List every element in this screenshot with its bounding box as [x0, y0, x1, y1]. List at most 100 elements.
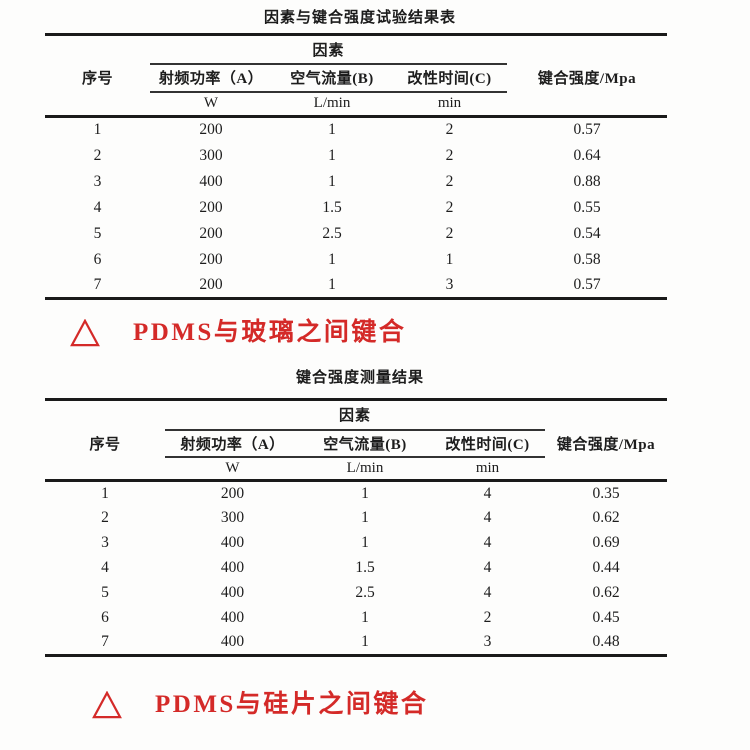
empty-cell [45, 91, 150, 118]
cell-time: 2 [445, 224, 454, 242]
factor-group-header: 因素 [150, 34, 507, 65]
triangle-outline-icon [70, 319, 100, 347]
unit-time: min [430, 456, 545, 482]
cell-serial: 6 [101, 609, 109, 626]
cell-time: 4 [483, 559, 492, 576]
unit-time: min [392, 91, 507, 118]
table-row: 2 300 1 2 0.64 [45, 143, 667, 169]
table1-header-row: 序号 射频功率（A） 空气流量(B) 改性时间(C) 键合强度/Mpa [45, 63, 667, 93]
cell-flow: 1.5 [322, 198, 342, 216]
cell-time: 3 [483, 633, 492, 651]
empty-cell [545, 456, 667, 482]
cell-time: 2 [445, 172, 454, 190]
cell-serial: 1 [101, 484, 109, 502]
cell-power: 400 [220, 534, 245, 551]
cell-time: 3 [445, 275, 454, 293]
table-row: 4 400 1.5 4 0.44 [45, 556, 667, 581]
table-row: 6 200 1 1 0.58 [45, 247, 667, 273]
cell-power: 200 [199, 275, 223, 293]
table-row: 7 400 1 3 0.48 [45, 631, 667, 656]
cell-strength: 0.48 [592, 633, 620, 651]
cell-time: 4 [483, 584, 492, 601]
cell-flow: 1 [328, 250, 336, 268]
cell-flow: 1 [361, 509, 369, 526]
cell-serial: 4 [93, 198, 102, 216]
factor-group-header: 因素 [165, 399, 545, 431]
cell-serial: 7 [93, 275, 102, 293]
cell-strength: 0.55 [573, 198, 601, 216]
cell-power: 400 [220, 559, 245, 576]
cell-serial: 5 [93, 224, 102, 242]
triangle-outline-icon [92, 691, 122, 719]
empty-cell [45, 400, 165, 430]
cell-strength: 0.64 [573, 146, 601, 164]
cell-flow: 1 [361, 609, 369, 626]
cell-serial: 5 [101, 584, 109, 601]
cell-serial: 3 [101, 534, 109, 551]
cell-strength: 0.44 [592, 559, 620, 576]
cell-power: 200 [220, 484, 245, 502]
table1-units-row: W L/min min [45, 91, 667, 118]
cell-power: 400 [220, 609, 245, 626]
table-row: 2 300 1 4 0.62 [45, 506, 667, 531]
cell-time: 2 [445, 146, 454, 164]
cell-flow: 2.5 [355, 584, 375, 601]
cell-flow: 1 [361, 484, 369, 502]
cell-power: 300 [199, 146, 223, 164]
empty-cell [545, 400, 667, 430]
cell-time: 2 [445, 121, 454, 139]
cell-flow: 1 [328, 121, 336, 139]
cell-serial: 7 [101, 633, 109, 651]
table2-header-row: 序号 射频功率（A） 空气流量(B) 改性时间(C) 键合强度/Mpa [45, 429, 667, 458]
column-header-strength: 键合强度/Mpa [556, 436, 656, 453]
empty-cell [45, 35, 150, 64]
cell-time: 1 [445, 250, 454, 268]
unit-power: W [150, 91, 272, 118]
column-header-serial: 序号 [89, 436, 121, 453]
column-header-strength: 键合强度/Mpa [537, 71, 637, 87]
cell-power: 200 [199, 198, 223, 216]
cell-power: 200 [199, 250, 223, 268]
empty-cell [45, 456, 165, 482]
column-header-time: 改性时间(C) [392, 63, 507, 93]
table-row: 3 400 1 2 0.88 [45, 169, 667, 195]
cell-time: 4 [483, 509, 492, 526]
cell-power: 400 [220, 584, 245, 601]
cell-flow: 1 [328, 172, 336, 190]
table2: 因素 序号 射频功率（A） 空气流量(B) 改性时间(C) 键合强度/Mpa W… [45, 398, 667, 657]
table-row: 1 200 1 4 0.35 [45, 481, 667, 506]
cell-flow: 2.5 [322, 224, 342, 242]
cell-strength: 0.69 [592, 534, 620, 551]
cell-serial: 4 [101, 559, 109, 576]
cell-strength: 0.62 [592, 584, 620, 601]
cell-strength: 0.45 [592, 609, 620, 626]
caption-text: PDMS与硅片之间键合 [155, 691, 429, 718]
empty-cell [507, 91, 667, 118]
table-row: 5 200 2.5 2 0.54 [45, 221, 667, 247]
table2-units-row: W L/min min [45, 456, 667, 482]
table1-factor-group-row: 因素 [45, 34, 667, 65]
table-row: 5 400 2.5 4 0.62 [45, 581, 667, 606]
unit-flow: L/min [300, 456, 430, 482]
cell-flow: 1 [361, 633, 369, 651]
cell-flow: 1.5 [355, 559, 375, 576]
table-row: 7 200 1 3 0.57 [45, 273, 667, 299]
caption-pdms-silicon: PDMS与硅片之间键合 [92, 688, 428, 722]
column-header-power: 射频功率（A） [165, 429, 300, 458]
caption-text: PDMS与玻璃之间键合 [133, 319, 407, 346]
cell-time: 2 [483, 609, 492, 626]
table-row: 3 400 1 4 0.69 [45, 531, 667, 556]
cell-power: 200 [199, 224, 223, 242]
cell-power: 200 [199, 121, 223, 139]
table-row: 4 200 1.5 2 0.55 [45, 195, 667, 221]
table2-title: 键合强度测量结果 [295, 370, 424, 386]
table1-title: 因素与键合强度试验结果表 [263, 10, 456, 26]
cell-serial: 6 [93, 250, 102, 268]
cell-flow: 1 [361, 534, 369, 551]
cell-serial: 3 [93, 172, 102, 190]
cell-flow: 1 [328, 275, 336, 293]
unit-flow: L/min [272, 91, 392, 118]
cell-time: 2 [445, 198, 454, 216]
cell-power: 300 [220, 509, 245, 526]
